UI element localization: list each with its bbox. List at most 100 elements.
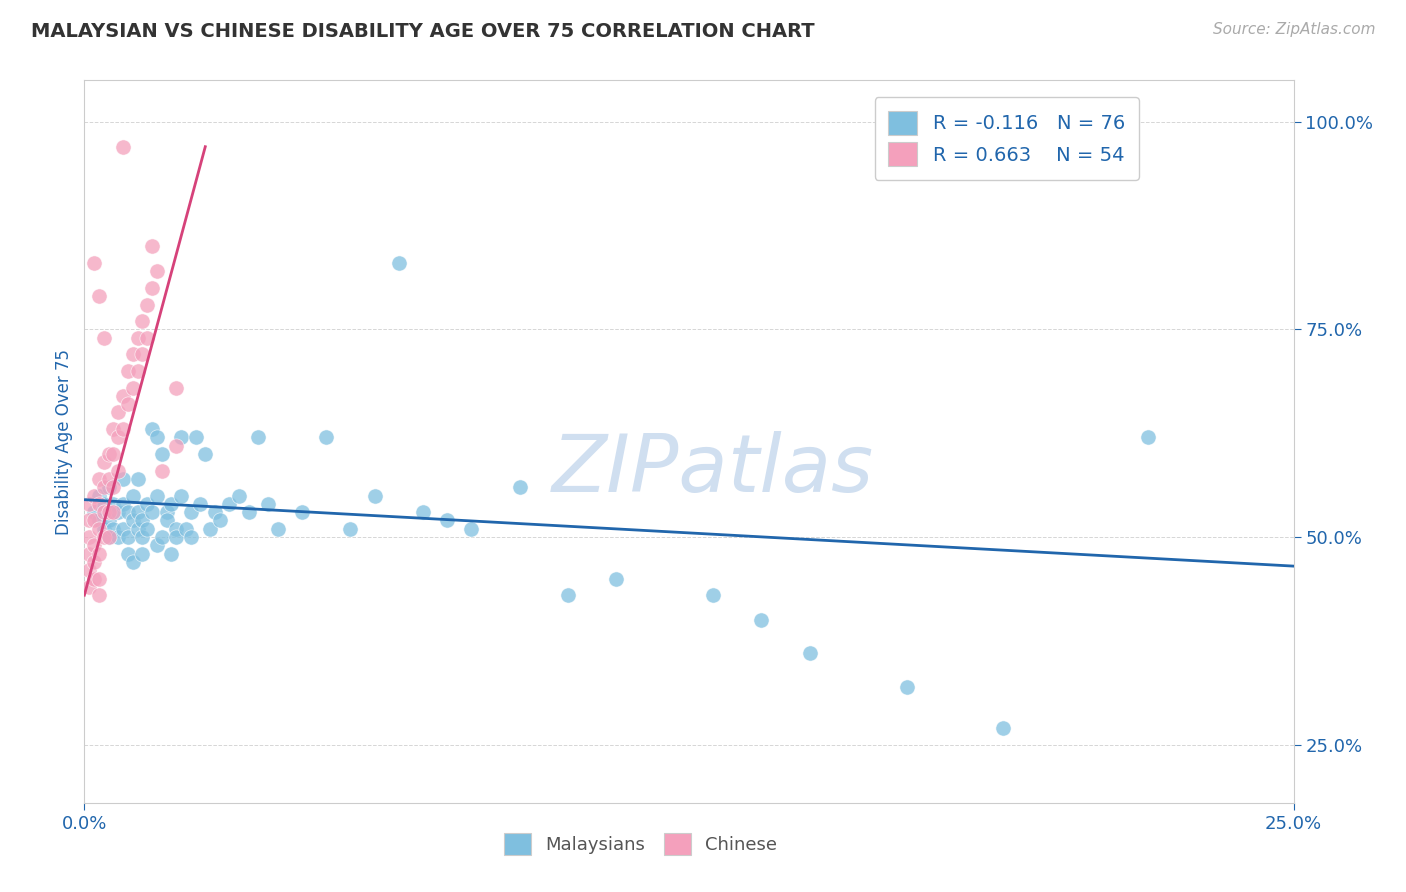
- Point: [87, 472, 110, 486]
- Point: [103, 505, 125, 519]
- Point: [112, 497, 135, 511]
- Point: [141, 505, 163, 519]
- Point: [93, 480, 115, 494]
- Point: [160, 497, 183, 511]
- Point: [127, 331, 149, 345]
- Point: [93, 505, 115, 519]
- Point: [557, 588, 579, 602]
- Point: [112, 139, 135, 153]
- Point: [267, 522, 290, 536]
- Point: [136, 297, 159, 311]
- Point: [127, 505, 149, 519]
- Point: [363, 489, 385, 503]
- Point: [228, 489, 250, 503]
- Point: [190, 497, 212, 511]
- Point: [131, 547, 153, 561]
- Point: [103, 522, 125, 536]
- Point: [83, 572, 105, 586]
- Point: [184, 430, 207, 444]
- Point: [97, 530, 120, 544]
- Point: [247, 430, 270, 444]
- Point: [87, 588, 110, 602]
- Point: [121, 513, 143, 527]
- Point: [155, 505, 177, 519]
- Point: [112, 422, 135, 436]
- Point: [117, 530, 139, 544]
- Text: MALAYSIAN VS CHINESE DISABILITY AGE OVER 75 CORRELATION CHART: MALAYSIAN VS CHINESE DISABILITY AGE OVER…: [31, 22, 814, 41]
- Point: [993, 721, 1015, 735]
- Point: [412, 505, 434, 519]
- Point: [87, 289, 110, 303]
- Point: [1137, 430, 1160, 444]
- Point: [146, 489, 169, 503]
- Point: [107, 430, 129, 444]
- Point: [103, 447, 125, 461]
- Point: [896, 680, 918, 694]
- Point: [136, 331, 159, 345]
- Point: [87, 522, 110, 536]
- Point: [83, 505, 105, 519]
- Point: [257, 497, 280, 511]
- Point: [97, 472, 120, 486]
- Point: [93, 455, 115, 469]
- Point: [141, 239, 163, 253]
- Point: [799, 646, 821, 660]
- Point: [170, 430, 193, 444]
- Point: [702, 588, 724, 602]
- Point: [83, 555, 105, 569]
- Point: [112, 389, 135, 403]
- Point: [291, 505, 314, 519]
- Point: [194, 447, 217, 461]
- Point: [83, 538, 105, 552]
- Point: [97, 505, 120, 519]
- Legend: Malaysians, Chinese: Malaysians, Chinese: [496, 826, 785, 863]
- Point: [121, 555, 143, 569]
- Point: [97, 530, 120, 544]
- Point: [121, 347, 143, 361]
- Point: [93, 497, 115, 511]
- Point: [107, 464, 129, 478]
- Point: [77, 563, 100, 577]
- Point: [605, 572, 627, 586]
- Point: [107, 505, 129, 519]
- Point: [170, 489, 193, 503]
- Point: [315, 430, 337, 444]
- Point: [107, 405, 129, 419]
- Point: [127, 522, 149, 536]
- Point: [150, 447, 173, 461]
- Point: [117, 547, 139, 561]
- Point: [87, 513, 110, 527]
- Point: [97, 480, 120, 494]
- Point: [165, 530, 187, 544]
- Y-axis label: Disability Age Over 75: Disability Age Over 75: [55, 349, 73, 534]
- Point: [174, 522, 197, 536]
- Point: [103, 422, 125, 436]
- Point: [460, 522, 482, 536]
- Point: [160, 547, 183, 561]
- Point: [238, 505, 260, 519]
- Point: [155, 513, 177, 527]
- Point: [87, 547, 110, 561]
- Point: [121, 489, 143, 503]
- Point: [77, 513, 100, 527]
- Point: [165, 380, 187, 394]
- Point: [87, 572, 110, 586]
- Point: [83, 489, 105, 503]
- Point: [87, 497, 110, 511]
- Point: [436, 513, 458, 527]
- Point: [87, 489, 110, 503]
- Point: [93, 530, 115, 544]
- Point: [103, 497, 125, 511]
- Point: [136, 497, 159, 511]
- Point: [180, 530, 202, 544]
- Point: [180, 505, 202, 519]
- Point: [107, 530, 129, 544]
- Point: [339, 522, 361, 536]
- Point: [131, 347, 153, 361]
- Point: [218, 497, 240, 511]
- Text: Source: ZipAtlas.com: Source: ZipAtlas.com: [1212, 22, 1375, 37]
- Point: [83, 513, 105, 527]
- Point: [127, 364, 149, 378]
- Point: [112, 472, 135, 486]
- Point: [103, 480, 125, 494]
